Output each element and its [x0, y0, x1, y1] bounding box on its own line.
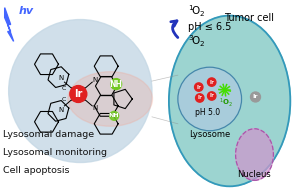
Circle shape: [207, 92, 216, 100]
Text: Ir: Ir: [74, 89, 83, 99]
Text: NH: NH: [110, 80, 123, 89]
Text: Ir: Ir: [196, 84, 201, 90]
Text: C: C: [61, 98, 66, 102]
Text: C: C: [61, 86, 66, 91]
Text: $^1\!$O$_2$: $^1\!$O$_2$: [188, 4, 205, 19]
Text: Lysosomal damage: Lysosomal damage: [3, 130, 94, 139]
Text: $^3\!$O$_2$: $^3\!$O$_2$: [188, 34, 205, 49]
Circle shape: [178, 67, 242, 131]
Text: pH 5.0: pH 5.0: [195, 108, 220, 117]
Text: N: N: [93, 105, 98, 111]
Circle shape: [9, 19, 152, 163]
Text: $^1$O$_2$: $^1$O$_2$: [219, 97, 233, 109]
Text: Lysosome: Lysosome: [189, 130, 230, 139]
Text: Lysosomal monitoring: Lysosomal monitoring: [3, 148, 107, 157]
Text: NH: NH: [109, 113, 120, 118]
Text: N: N: [93, 77, 98, 83]
Text: Nucleus: Nucleus: [238, 170, 271, 179]
Circle shape: [207, 78, 216, 86]
Circle shape: [194, 83, 203, 91]
Polygon shape: [5, 8, 14, 41]
Text: pH ≤ 6.5: pH ≤ 6.5: [188, 22, 231, 32]
Circle shape: [196, 94, 204, 102]
Ellipse shape: [236, 129, 274, 180]
Text: Tumor cell: Tumor cell: [225, 13, 274, 22]
Ellipse shape: [169, 15, 290, 186]
Text: Ir: Ir: [209, 94, 214, 98]
Text: Ir: Ir: [197, 95, 202, 101]
Circle shape: [250, 92, 260, 102]
Text: N: N: [59, 107, 64, 113]
Ellipse shape: [68, 72, 152, 126]
Text: hv: hv: [19, 6, 34, 16]
Text: Ir: Ir: [253, 94, 258, 99]
Text: Cell apoptosis: Cell apoptosis: [3, 166, 69, 175]
Circle shape: [111, 79, 122, 90]
Circle shape: [70, 86, 87, 102]
Circle shape: [110, 111, 119, 120]
Text: N: N: [59, 75, 64, 81]
Text: Ir: Ir: [209, 80, 214, 85]
